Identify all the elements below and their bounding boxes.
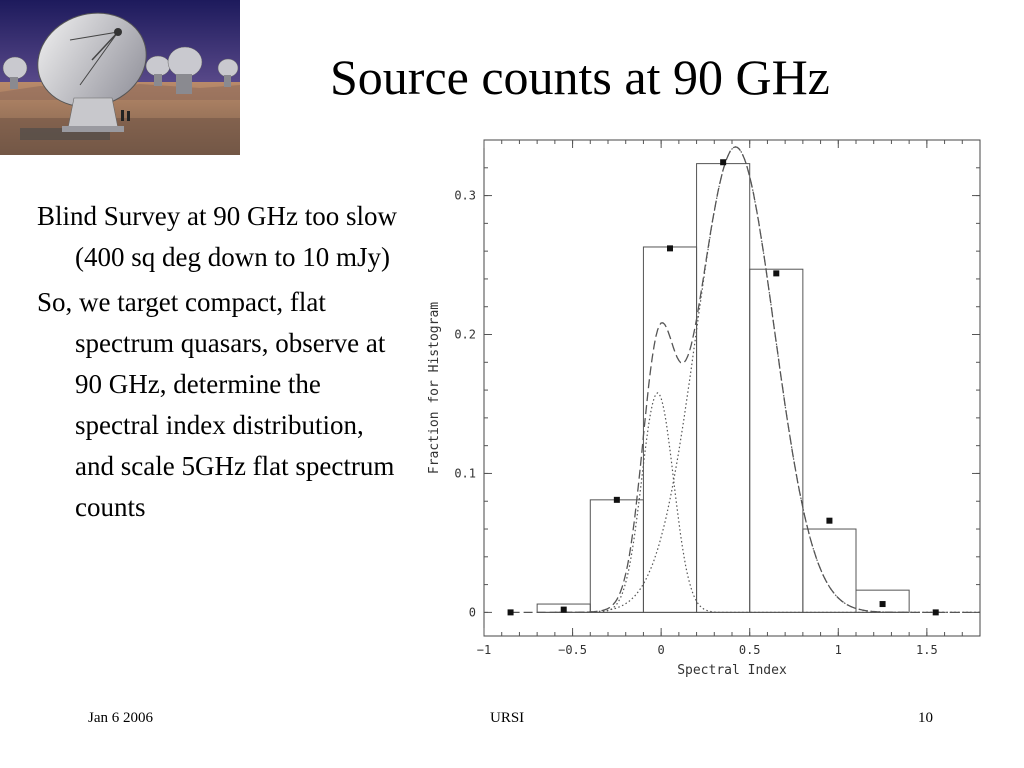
data-point [932,609,939,616]
x-tick-label: −0.5 [558,643,587,657]
histogram-bar [642,246,698,613]
plot-frame [483,139,981,637]
footer-event: URSI [490,710,525,726]
combined-fit-curve [510,146,972,614]
y-tick-label: 0.3 [454,189,476,203]
data-point [613,496,620,503]
data-point [879,601,886,608]
x-tick-label: 1 [835,643,842,657]
radio-telescope-array-image [0,0,240,155]
footer-page-number: 10 [918,710,933,726]
y-tick-label: 0 [469,605,476,619]
bullet-item: Blind Survey at 90 GHz too slow (400 sq … [37,201,397,272]
x-tick-label: −1 [477,643,491,657]
spectral-index-histogram-chart: −1 −0.5 0 0.5 1 1.500.10.20.3 Spectral Index … [427,139,981,678]
x-tick-label: 0 [658,643,665,657]
data-point [507,609,514,616]
x-axis-label: Spectral Index [677,663,787,678]
flat-component-curve [554,392,980,613]
slide-title: Source counts at 90 GHz [330,49,830,105]
data-point [667,245,673,252]
x-tick-label: 1.5 [916,643,938,657]
data-point [826,517,833,524]
footer-date: Jan 6 2006 [88,710,153,726]
data-point [720,159,727,166]
y-axis-label: Fraction for Histogram [427,302,442,474]
x-tick-label: 0.5 [739,643,761,657]
y-tick-label: 0.2 [454,328,476,342]
histogram-bar [696,163,751,613]
radio-telescope-photo [0,0,240,155]
bullet-list: Blind Survey at 90 GHz too slow (400 sq … [37,196,397,532]
bullet-item: So, we target compact, flat spectrum qua… [37,287,395,522]
data-point [560,606,567,613]
main-component-curve [554,146,980,613]
data-point [773,270,780,277]
y-tick-label: 0.1 [454,466,476,480]
histogram-bar [749,268,804,613]
